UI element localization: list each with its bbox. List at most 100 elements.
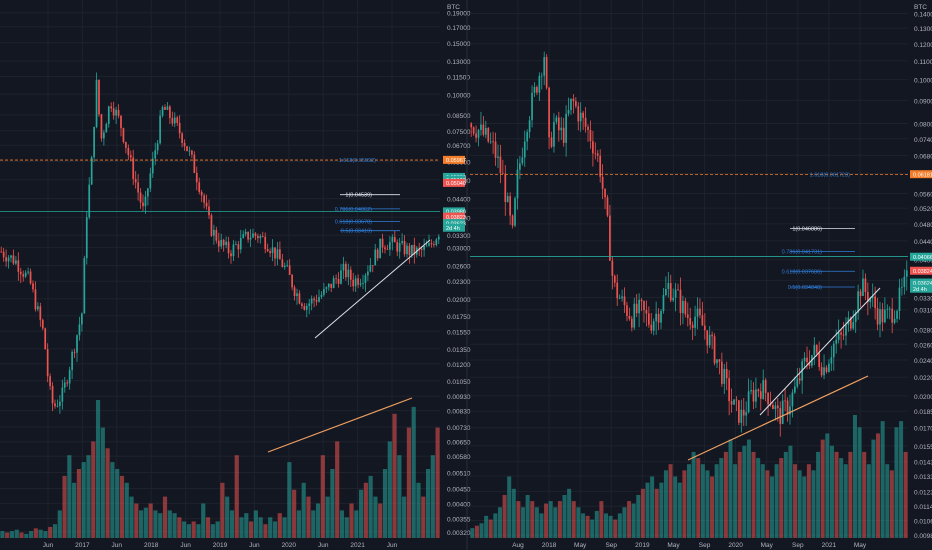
right-candle-body <box>789 406 791 415</box>
right-candle-body <box>874 296 877 309</box>
left-volume-bar <box>191 521 196 538</box>
left-candle-body <box>332 278 335 288</box>
left-volume-trendline <box>267 397 413 453</box>
right-fib-level-label: 0.786(0.041731) <box>782 249 823 255</box>
left-volume-bar <box>5 532 10 538</box>
right-volume-bar <box>594 510 599 538</box>
left-candle-body <box>315 300 318 302</box>
left-candle-body <box>389 242 391 250</box>
left-support-trendline <box>314 239 431 339</box>
left-volume-bar <box>9 531 15 538</box>
left-volume-bar <box>124 482 129 538</box>
left-volume-bar <box>19 532 24 538</box>
right-candle-body <box>818 352 821 367</box>
left-currency-label: BTC <box>447 4 460 11</box>
left-volume-bar <box>382 469 388 538</box>
right-volume-bar <box>848 451 853 538</box>
right-candle-body <box>896 310 898 319</box>
left-candle-body <box>176 117 179 123</box>
left-chart-panel[interactable]: 0.19000 0.17000 0.15000 0.13000 0.11500 0.100… <box>0 0 471 549</box>
right-candle-body <box>786 400 789 415</box>
right-candle-body <box>898 287 901 311</box>
left-candle-body <box>274 247 276 259</box>
left-volume-bar <box>48 526 53 538</box>
right-volume-bar <box>751 451 756 538</box>
left-candle-body <box>191 150 193 155</box>
left-price-badge-text: 2d 4h <box>446 226 460 232</box>
left-volume-bar <box>234 455 239 538</box>
left-candle-body <box>107 106 110 124</box>
left-y-tick-label: 0.11500 <box>447 75 470 82</box>
left-y-tick-label: 0.19000 <box>447 11 471 18</box>
left-volume-bar <box>134 503 139 538</box>
right-candle-body <box>536 87 538 93</box>
left-volume-bar <box>148 503 153 538</box>
left-candle-body <box>386 249 389 250</box>
right-candle-body <box>767 392 769 405</box>
right-candle-body <box>613 275 616 283</box>
right-candle-body <box>723 368 726 384</box>
left-y-tick-label: 0.02600 <box>447 264 471 271</box>
right-candle-body <box>701 315 704 326</box>
left-candle-body <box>345 263 347 278</box>
right-volume-bar <box>756 458 761 538</box>
left-y-tick-label: 0.02300 <box>447 279 471 286</box>
right-volume-bar <box>557 501 562 538</box>
left-price-badge-text: 0.03823 <box>446 215 466 221</box>
left-candle-body <box>254 233 257 236</box>
left-volume-bar <box>292 489 297 538</box>
right-volume-bar <box>889 470 894 538</box>
right-volume-bar <box>797 470 802 538</box>
right-candle-body <box>835 339 838 344</box>
left-candle-body <box>435 239 438 246</box>
right-candle-body <box>686 314 689 318</box>
left-candle-body <box>44 328 47 350</box>
left-volume-bar <box>33 528 38 538</box>
right-price-badge-text: 0.061811 <box>913 172 932 178</box>
right-candle-body <box>679 289 682 314</box>
left-candle-body <box>340 270 342 284</box>
left-price-badge-text: 0.05040 <box>446 181 466 187</box>
left-candle-body <box>15 260 17 264</box>
right-volume-bar <box>746 439 751 538</box>
left-candle-body <box>19 271 22 275</box>
left-candle-body <box>93 126 95 158</box>
right-candle-body <box>526 132 529 142</box>
left-y-tick-label: 0.00730 <box>447 425 471 432</box>
left-candle-body <box>437 236 440 240</box>
left-volume-bar <box>335 441 340 538</box>
right-price-badge-text: 0.038242 <box>913 269 932 275</box>
left-candle-body <box>252 233 254 238</box>
right-volume-bar <box>760 464 765 538</box>
right-candle-body <box>579 112 582 122</box>
left-candle-body <box>195 172 198 183</box>
right-candle-body <box>470 123 473 128</box>
left-candle-body <box>305 305 308 310</box>
left-candle-body <box>318 296 320 302</box>
right-volume-bar <box>548 501 553 538</box>
right-volume-bar <box>834 451 839 538</box>
left-y-tick-label: 0.01050 <box>447 379 471 386</box>
left-candle-body <box>142 202 144 207</box>
left-x-tick-label: Jun <box>112 542 123 549</box>
left-candle-body <box>354 278 357 287</box>
right-volume-bar <box>525 494 530 538</box>
left-candle-body <box>337 278 340 284</box>
right-candle-body <box>584 117 587 127</box>
right-volume-bar <box>783 451 788 538</box>
left-volume-bar <box>76 469 82 538</box>
left-candle-body <box>112 108 115 116</box>
left-candle-body <box>51 385 54 404</box>
right-candle-body <box>601 176 604 189</box>
left-volume-bar <box>392 413 397 538</box>
left-volume-bar <box>239 517 244 538</box>
right-candle-body <box>475 133 477 138</box>
right-volume-bar <box>903 451 908 538</box>
right-candle-body <box>565 113 567 143</box>
left-volume-bar <box>186 524 192 538</box>
left-volume-bar <box>72 482 77 538</box>
